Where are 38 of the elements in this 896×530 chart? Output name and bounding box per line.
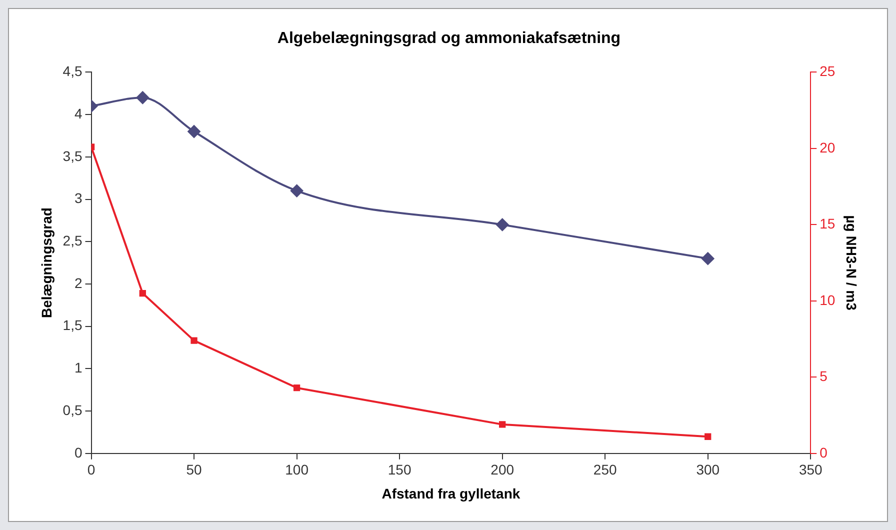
point xyxy=(139,290,146,297)
y-tick-label: 3,5 xyxy=(62,148,82,164)
x-tick-label: 300 xyxy=(696,462,720,478)
y-tick-label: 0,5 xyxy=(62,402,82,418)
y2-tick-label: 0 xyxy=(820,444,828,460)
point xyxy=(704,433,712,440)
y2-tick-label: 20 xyxy=(820,139,836,156)
x-tick-label: 0 xyxy=(87,462,96,478)
point xyxy=(701,252,714,266)
point xyxy=(190,337,198,344)
x-tick-label: 250 xyxy=(593,462,617,478)
point xyxy=(188,125,201,138)
y-tick-label: 1 xyxy=(74,360,82,376)
y-tick-label: 2,5 xyxy=(62,232,82,248)
y2-tick-label: 25 xyxy=(820,63,836,80)
y2-tick-label: 10 xyxy=(820,292,836,308)
x-tick-label: 100 xyxy=(285,462,309,478)
x-tick-label: 350 xyxy=(798,462,823,478)
y2-axis-title: µg NH3-N / m3 xyxy=(844,215,860,311)
y-axis-title: Belægningsgrad xyxy=(38,208,54,318)
y2-tick-label: 15 xyxy=(820,216,836,232)
y-tick-label: 3 xyxy=(74,190,82,206)
point xyxy=(496,218,509,232)
y-tick-label: 2 xyxy=(74,274,82,291)
x-axis-title: Afstand fra gylletank xyxy=(382,485,520,502)
y-tick-label: 1,5 xyxy=(62,317,82,334)
y-tick-label: 4 xyxy=(74,105,82,122)
x-tick-label: 50 xyxy=(186,462,202,478)
point xyxy=(293,384,300,392)
point xyxy=(136,91,150,104)
point xyxy=(290,184,304,198)
y-tick-label: 4,5 xyxy=(62,63,82,80)
x-tick-label: 200 xyxy=(490,462,514,478)
point xyxy=(499,421,506,428)
y2-tick-label: 5 xyxy=(820,368,828,384)
chart-title: Algebelægningsgrad og ammoniakafsætning xyxy=(277,30,621,48)
y-tick-label: 0 xyxy=(74,444,82,460)
x-tick-label: 150 xyxy=(388,462,412,478)
